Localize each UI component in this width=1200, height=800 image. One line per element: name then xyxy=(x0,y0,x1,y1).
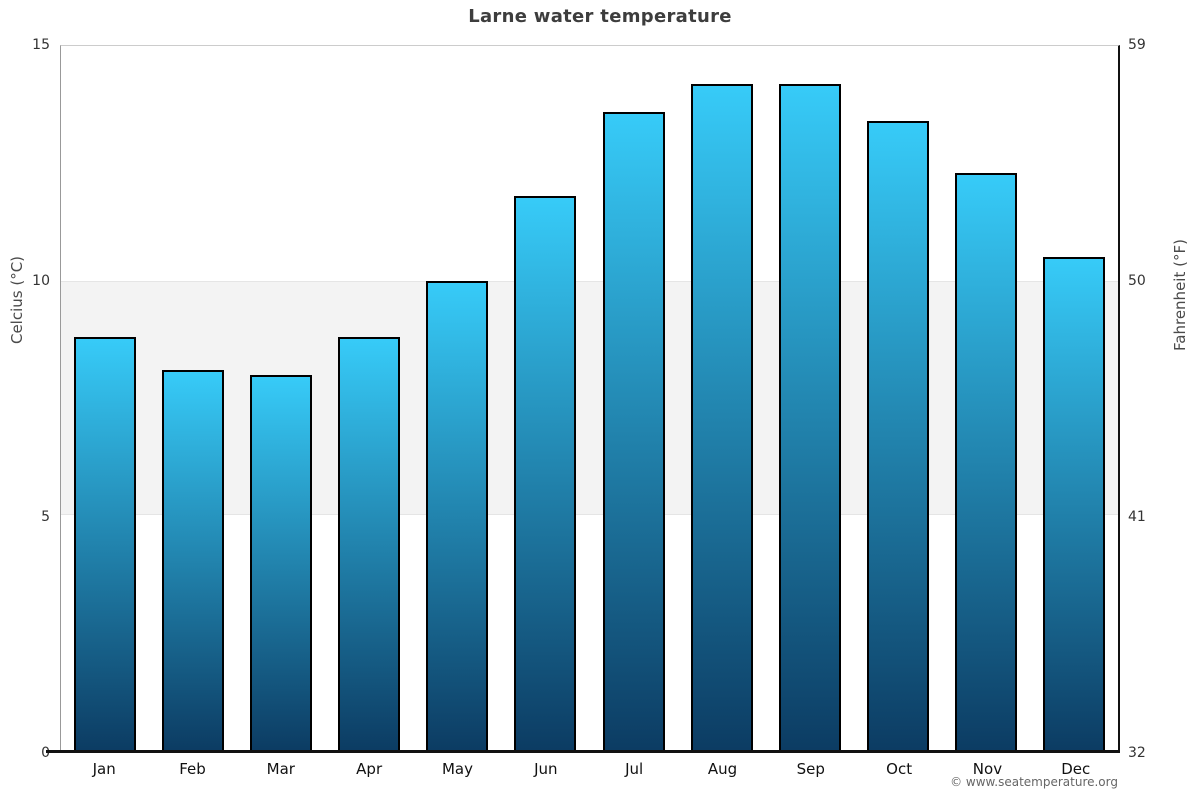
bar-slot-sep xyxy=(766,46,854,750)
bar-slot-mar xyxy=(237,46,325,750)
shaded-band xyxy=(61,280,1118,516)
x-label-nov: Nov xyxy=(972,760,1003,778)
x-label-mar: Mar xyxy=(266,760,295,778)
bar-slot-dec xyxy=(1030,46,1118,750)
y-tick-right-50: 50 xyxy=(1128,273,1146,289)
bar-jul xyxy=(602,111,665,750)
x-axis-line-stub xyxy=(46,750,62,753)
y-tick-right-32: 32 xyxy=(1128,745,1146,761)
bar-slot-feb xyxy=(149,46,237,750)
x-label-dec: Dec xyxy=(1061,760,1091,778)
y-tick-left-10: 10 xyxy=(32,273,50,289)
bar-slot-aug xyxy=(678,46,766,750)
y-tick-left-0: 0 xyxy=(41,745,50,761)
bar-sep xyxy=(778,83,841,750)
bar-may xyxy=(426,280,489,750)
plot-area xyxy=(60,45,1120,753)
bar-mar xyxy=(250,374,313,750)
bar-slot-jun xyxy=(501,46,589,750)
y-tick-right-41: 41 xyxy=(1128,509,1146,525)
chart-title: Larne water temperature xyxy=(468,6,732,27)
x-label-apr: Apr xyxy=(356,760,383,778)
y-tick-left-15: 15 xyxy=(32,37,50,53)
bar-feb xyxy=(162,369,225,750)
bar-jun xyxy=(514,196,577,750)
bar-apr xyxy=(338,337,401,750)
x-label-sep: Sep xyxy=(796,760,825,778)
bar-slot-may xyxy=(413,46,501,750)
y-axis-left-ticks: 0 5 10 15 xyxy=(0,38,50,760)
x-label-feb: Feb xyxy=(179,760,206,778)
x-label-jul: Jul xyxy=(625,760,644,778)
bar-jan xyxy=(74,337,137,750)
bar-slot-jul xyxy=(589,46,677,750)
bar-oct xyxy=(866,121,929,750)
bars-container xyxy=(61,46,1118,750)
bar-slot-jan xyxy=(61,46,149,750)
y-axis-right-ticks: 32 41 50 59 xyxy=(1128,38,1188,760)
bar-slot-nov xyxy=(942,46,1030,750)
x-label-jan: Jan xyxy=(92,760,116,778)
x-label-aug: Aug xyxy=(707,760,738,778)
bar-nov xyxy=(954,172,1017,750)
bar-aug xyxy=(690,83,753,750)
x-label-jun: Jun xyxy=(534,760,558,778)
x-label-may: May xyxy=(441,760,473,778)
watermark-text: © www.seatemperature.org xyxy=(950,775,1118,789)
y-tick-left-5: 5 xyxy=(41,509,50,525)
x-label-oct: Oct xyxy=(886,760,913,778)
bar-slot-oct xyxy=(854,46,942,750)
y-tick-right-59: 59 xyxy=(1128,37,1146,53)
bar-slot-apr xyxy=(325,46,413,750)
x-axis-labels: Jan Feb Mar Apr May Jun Jul Aug Sep Oct Nov Dec xyxy=(60,760,1120,778)
bar-dec xyxy=(1042,257,1105,750)
